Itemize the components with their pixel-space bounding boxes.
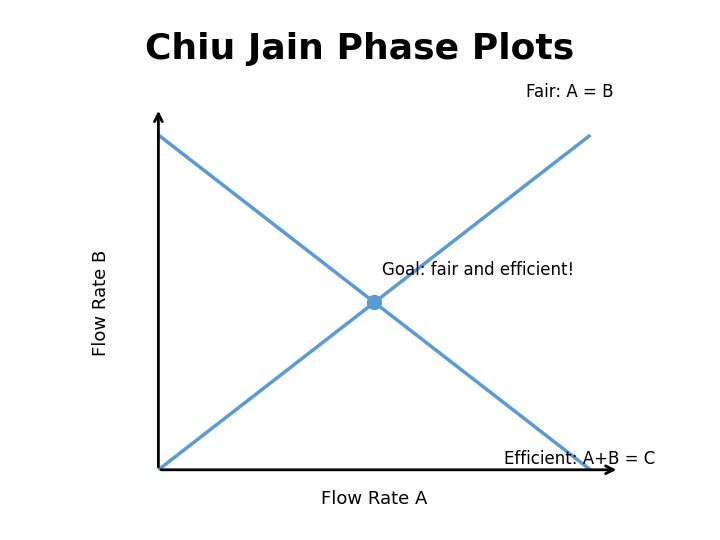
Text: Flow Rate B: Flow Rate B xyxy=(92,249,110,355)
Point xyxy=(369,298,380,307)
Text: Goal: fair and efficient!: Goal: fair and efficient! xyxy=(382,261,574,279)
Text: Flow Rate A: Flow Rate A xyxy=(321,490,428,508)
Text: Efficient: A+B = C: Efficient: A+B = C xyxy=(504,450,655,468)
Text: Fair: A = B: Fair: A = B xyxy=(526,83,613,101)
Text: Chiu Jain Phase Plots: Chiu Jain Phase Plots xyxy=(145,32,575,66)
